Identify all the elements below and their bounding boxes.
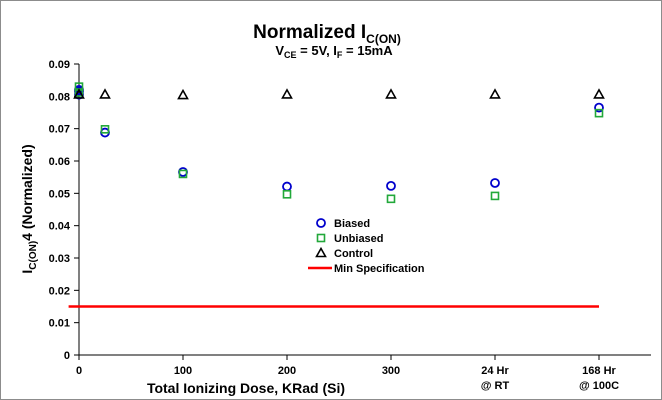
y-axis-label-post: 4 (Normalized) xyxy=(19,144,35,240)
legend-item: Unbiased xyxy=(316,233,384,245)
x-ticks: 0 100 200 300 24 Hr @ RT 168 Hr @ 100C xyxy=(76,355,619,392)
y-tick-label: 0.05 xyxy=(49,188,70,200)
legend-label: Biased xyxy=(334,218,370,230)
y-tick-label: 0.06 xyxy=(49,156,70,168)
y-axis-label-pre: I xyxy=(19,270,35,274)
data-point-biased xyxy=(282,181,292,192)
data-point-biased xyxy=(386,180,396,191)
legend-item: Control xyxy=(315,246,373,260)
y-tick-label: 0.09 xyxy=(49,59,70,71)
y-axis-label-sub: C(ON) xyxy=(28,241,39,270)
legend-item: Biased xyxy=(316,218,370,230)
legend: Biased Unbiased Control Min Specification xyxy=(308,218,425,275)
chart-title-sub: C(ON) xyxy=(366,32,401,46)
subtitle-v: V xyxy=(275,43,284,58)
legend-marker-unbiased xyxy=(316,233,326,243)
data-point-control xyxy=(73,88,85,99)
data-points xyxy=(73,82,605,204)
x-tick-label: 200 xyxy=(278,365,296,377)
chart-subtitle: VCE = 5V, IF = 15mA xyxy=(275,43,393,60)
data-point-control xyxy=(593,88,605,99)
data-point-control xyxy=(281,88,293,99)
chart-title: Normalized IC(ON) xyxy=(253,22,401,46)
y-ticks: 0 0.01 0.02 0.03 0.04 0.05 0.06 0.07 0.08 0.09 xyxy=(49,59,79,362)
legend-item: Min Specification xyxy=(308,263,425,275)
data-point-biased xyxy=(490,178,500,188)
subtitle-i-sub: F xyxy=(337,50,343,60)
data-point-unbiased xyxy=(178,169,188,179)
data-point-control xyxy=(489,88,501,99)
data-point-unbiased xyxy=(594,108,604,118)
y-tick-label: 0.01 xyxy=(49,318,70,330)
legend-label: Control xyxy=(334,248,373,260)
subtitle-v-sub: CE xyxy=(284,50,297,60)
subtitle-v-rest: = 5V, I xyxy=(297,43,337,58)
data-point-control xyxy=(99,88,111,99)
x-tick-label: 168 Hr xyxy=(582,365,616,377)
data-point-control xyxy=(385,88,397,99)
x-axis-label: Total Ionizing Dose, KRad (Si) xyxy=(147,380,345,396)
data-point-unbiased xyxy=(386,194,396,204)
x-tick-label: @ 100C xyxy=(579,380,619,392)
legend-marker-biased xyxy=(316,218,326,228)
y-tick-label: 0.08 xyxy=(49,91,70,103)
x-tick-label: 0 xyxy=(76,365,82,377)
y-tick-label: 0.07 xyxy=(49,124,70,136)
y-tick-label: 0 xyxy=(64,350,70,362)
legend-label: Unbiased xyxy=(334,233,384,245)
legend-marker-control xyxy=(315,246,327,258)
x-tick-label: @ RT xyxy=(481,380,510,392)
series-biased xyxy=(74,84,604,192)
data-point-biased xyxy=(594,102,604,113)
series-control xyxy=(73,88,605,100)
x-tick-label: 100 xyxy=(174,365,192,377)
data-point-unbiased xyxy=(282,190,292,199)
axes xyxy=(78,64,651,356)
y-axis-label: IC(ON)4 (Normalized) xyxy=(19,144,39,273)
y-tick-label: 0.02 xyxy=(49,285,70,297)
legend-label: Min Specification xyxy=(334,263,425,275)
y-tick-label: 0.04 xyxy=(49,221,71,233)
data-point-unbiased xyxy=(100,125,110,134)
data-point-unbiased xyxy=(490,191,500,201)
y-tick-label: 0.03 xyxy=(49,253,70,265)
x-tick-label: 300 xyxy=(382,365,400,377)
data-point-control xyxy=(177,88,189,100)
x-tick-label: 24 Hr xyxy=(481,365,509,377)
chart-title-main: Normalized I xyxy=(253,22,366,43)
subtitle-i-rest: = 15mA xyxy=(342,43,393,58)
series-unbiased xyxy=(74,82,604,204)
